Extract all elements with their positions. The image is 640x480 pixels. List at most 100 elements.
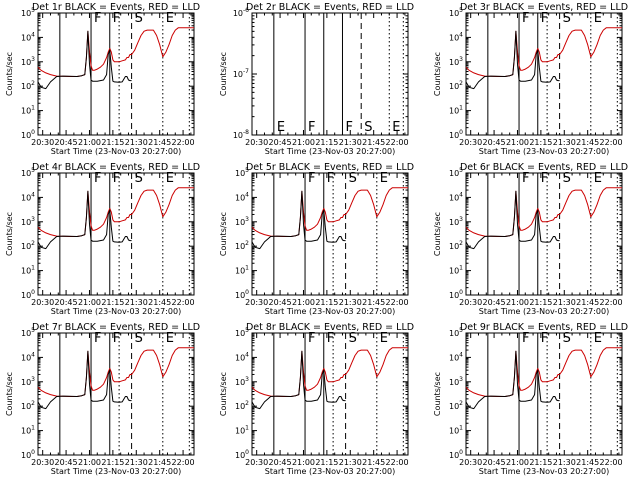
marker-letter: E [166, 331, 174, 346]
marker-letter: F [113, 11, 120, 26]
series-line-lld [37, 27, 194, 77]
x-tick-label: 21:15 [315, 138, 338, 147]
x-tick-label: 20:45 [483, 298, 506, 307]
x-tick-label: 21:45 [576, 298, 599, 307]
marker-letter: E [392, 120, 400, 135]
y-tick-label: 102 [449, 240, 463, 251]
y-tick-label: 101 [235, 425, 249, 436]
x-tick-label: 21:30 [553, 138, 576, 147]
y-tick-label: 10-7 [233, 68, 249, 79]
marker-letter: E [277, 120, 285, 135]
marker-letter: F [113, 331, 120, 346]
x-tick-label: 20:30 [459, 298, 482, 307]
x-tick-label: 21:15 [101, 138, 124, 147]
x-tick-label: 22:00 [172, 138, 195, 147]
y-tick-label: 105 [21, 167, 35, 178]
y-tick-label: 104 [235, 351, 249, 362]
y-tick-label: 100 [449, 449, 463, 460]
y-tick-label: 100 [449, 129, 463, 140]
y-axis-label: Counts/sec [219, 212, 228, 256]
y-tick-label: 103 [21, 56, 35, 67]
chart-panel-8: Det 8r BLACK = Events, RED = LLD 100 101 10… [219, 322, 414, 476]
x-axis-label: Start Time (23-Nov-03 20:27:00) [479, 147, 609, 156]
y-tick-label: 103 [21, 216, 35, 227]
chart-panel-6: Det 6r BLACK = Events, RED = LLD 100 101 10… [433, 162, 628, 316]
plot-frame [37, 172, 195, 296]
x-tick-label: 21:30 [125, 458, 148, 467]
x-tick-label: 21:15 [315, 458, 338, 467]
x-tick-label: 20:30 [245, 298, 268, 307]
x-tick-label: 21:45 [148, 458, 171, 467]
chart-title: Det 9r BLACK = Events, RED = LLD [460, 322, 628, 333]
x-tick-label: 22:00 [172, 458, 195, 467]
x-tick-label: 21:00 [78, 458, 101, 467]
y-tick-label: 102 [21, 80, 35, 91]
x-tick-label: 20:45 [55, 138, 78, 147]
x-axis-label: Start Time (23-Nov-03 20:27:00) [51, 467, 181, 476]
chart-panel-5: Det 5r BLACK = Events, RED = LLD 100 101 10… [219, 162, 414, 316]
y-tick-label: 10-8 [233, 129, 249, 140]
marker-letter: F [327, 171, 334, 186]
x-tick-label: 20:30 [459, 138, 482, 147]
series-line-events [37, 190, 132, 250]
x-tick-label: 20:45 [483, 458, 506, 467]
marker-letter: F [308, 331, 315, 346]
y-tick-label: 102 [235, 240, 249, 251]
chart-panel-3: Det 3r BLACK = Events, RED = LLD 100 101 10… [433, 2, 628, 156]
chart-title: Det 2r BLACK = Events, RED = LLD [246, 2, 414, 13]
x-axis-label: Start Time (23-Nov-03 20:27:00) [479, 467, 609, 476]
x-tick-label: 20:45 [55, 298, 78, 307]
y-tick-label: 102 [235, 400, 249, 411]
series-line-lld [251, 347, 408, 397]
marker-letter: E [166, 171, 174, 186]
plot-frame [465, 332, 623, 456]
y-tick-label: 103 [449, 56, 463, 67]
marker-letter: F [308, 171, 315, 186]
x-tick-label: 21:30 [553, 298, 576, 307]
chart-panel-2: Det 2r BLACK = Events, RED = LLD 10-8 10-7… [219, 2, 414, 156]
y-tick-label: 102 [449, 80, 463, 91]
marker-letter: F [94, 331, 101, 346]
x-tick-label: 20:45 [55, 458, 78, 467]
y-tick-label: 105 [449, 327, 463, 338]
x-tick-label: 22:00 [386, 138, 409, 147]
plot-frame [37, 12, 195, 136]
marker-letter: E [380, 171, 388, 186]
marker-letter: F [541, 171, 548, 186]
y-tick-label: 103 [449, 216, 463, 227]
chart-title: Det 1r BLACK = Events, RED = LLD [32, 2, 200, 13]
chart-title: Det 4r BLACK = Events, RED = LLD [32, 162, 200, 173]
marker-letter: S [364, 120, 372, 135]
marker-letter: E [594, 331, 602, 346]
y-axis-label: Counts/sec [5, 212, 14, 256]
x-tick-label: 21:45 [362, 298, 385, 307]
series-line-events [251, 350, 346, 410]
y-tick-label: 101 [21, 105, 35, 116]
y-tick-label: 103 [21, 376, 35, 387]
x-axis-label: Start Time (23-Nov-03 20:27:00) [265, 467, 395, 476]
plot-frame [37, 332, 195, 456]
y-tick-label: 100 [21, 449, 35, 460]
y-tick-label: 101 [449, 105, 463, 116]
y-tick-label: 10-6 [233, 7, 249, 18]
marker-letter: F [345, 120, 352, 135]
y-tick-label: 101 [21, 265, 35, 276]
y-tick-label: 101 [449, 425, 463, 436]
marker-letter: F [327, 331, 334, 346]
y-axis-label: Counts/sec [5, 52, 14, 96]
x-tick-label: 20:45 [269, 138, 292, 147]
series-line-lld [465, 27, 622, 77]
chart-title: Det 6r BLACK = Events, RED = LLD [460, 162, 628, 173]
marker-letter: F [94, 171, 101, 186]
marker-letter: E [166, 11, 174, 26]
series-line-events [37, 30, 132, 90]
y-tick-label: 100 [449, 289, 463, 300]
marker-letter: S [135, 331, 143, 346]
x-axis-label: Start Time (23-Nov-03 20:27:00) [51, 307, 181, 316]
x-axis-label: Start Time (23-Nov-03 20:27:00) [265, 307, 395, 316]
y-tick-label: 102 [449, 400, 463, 411]
marker-letter: F [308, 120, 315, 135]
y-tick-label: 103 [235, 216, 249, 227]
y-tick-label: 101 [21, 425, 35, 436]
